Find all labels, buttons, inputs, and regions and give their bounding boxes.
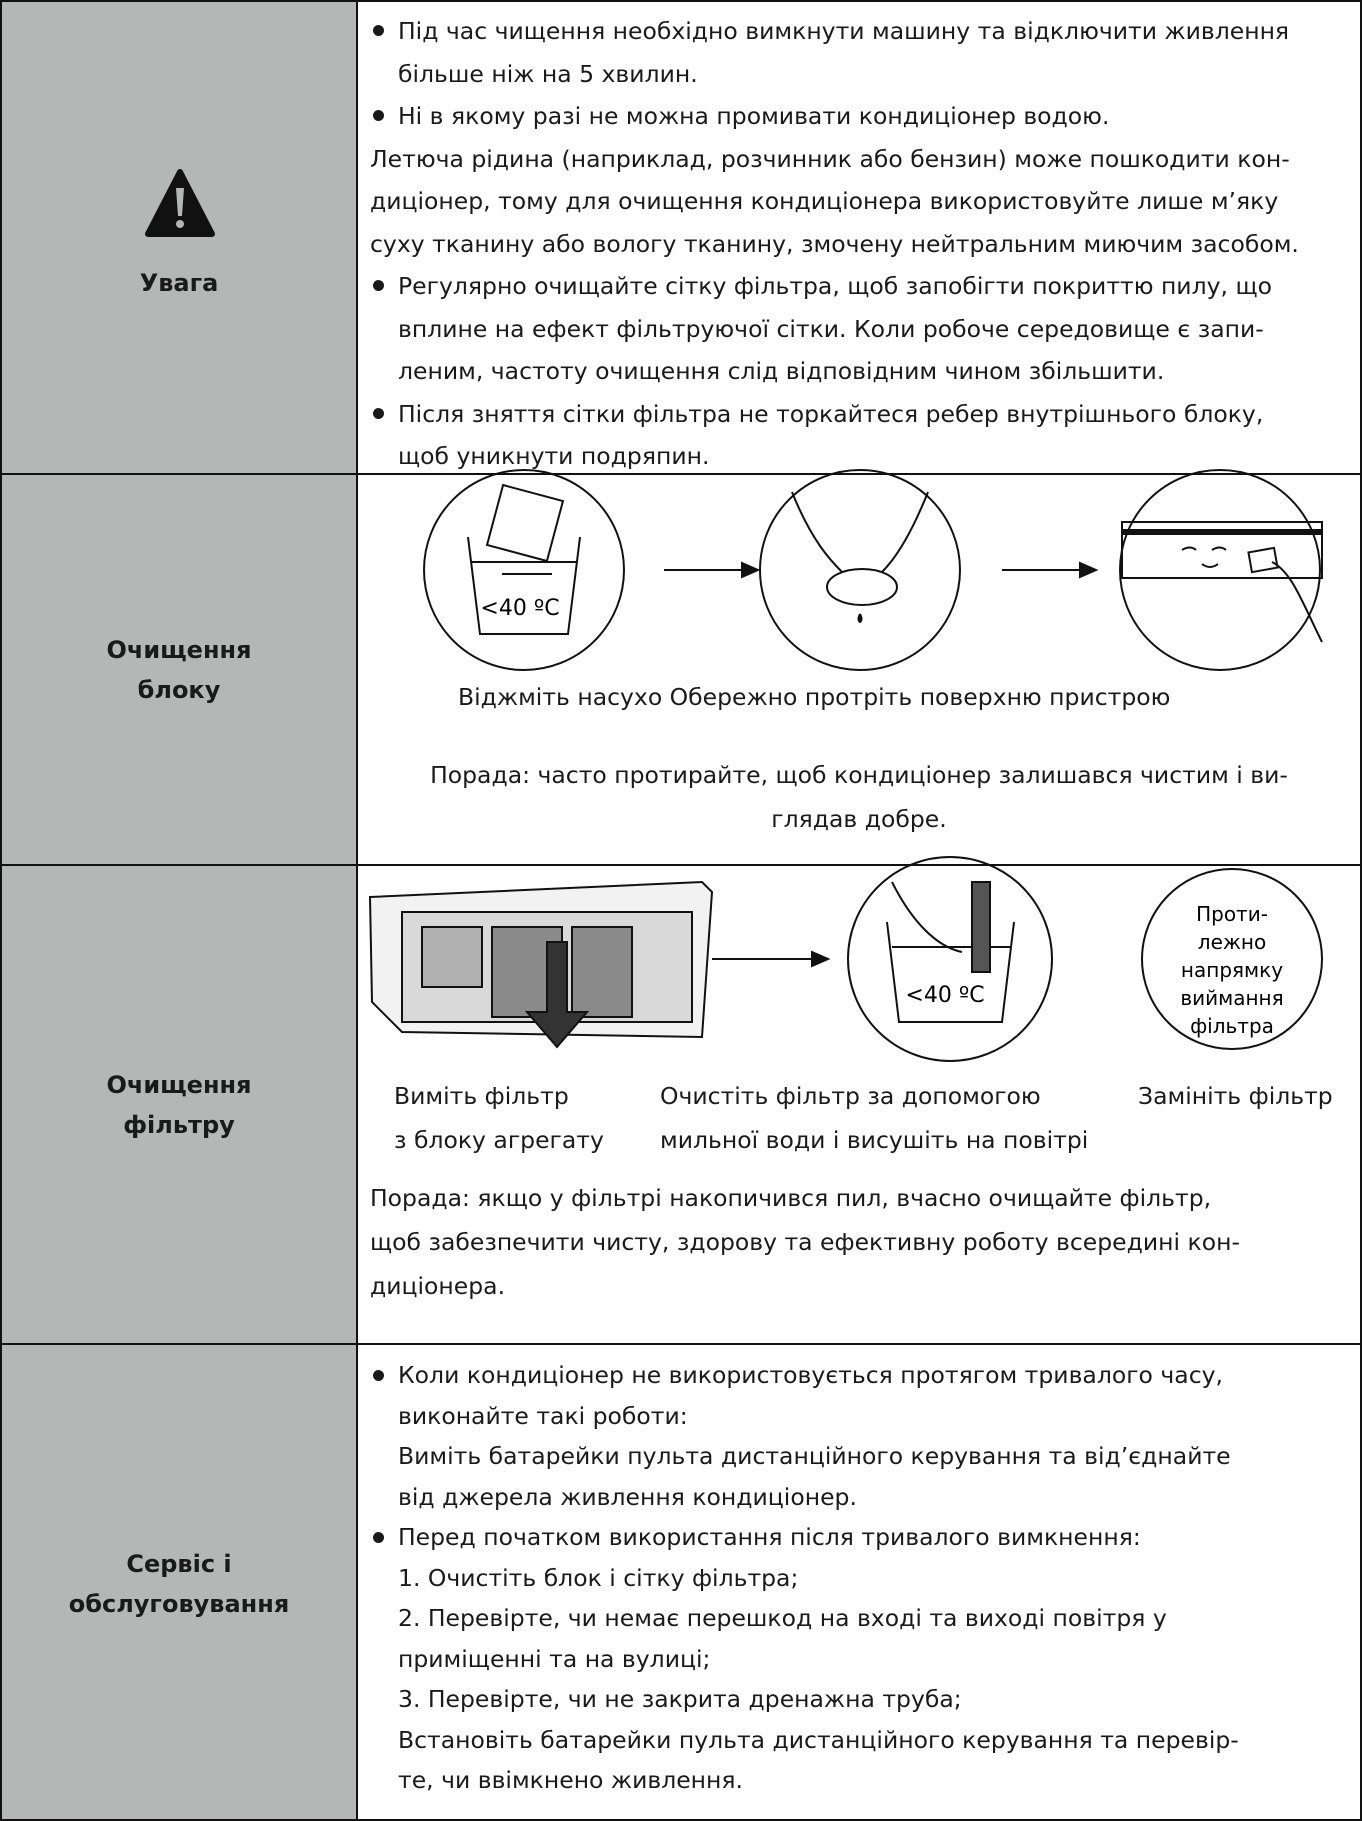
text-line: обслуговування	[68, 1590, 290, 1618]
text-line: Виміть фільтр	[394, 1082, 569, 1110]
text-line: Виміть батарейки пульта дистанційного ке…	[398, 1442, 1231, 1470]
warning-row: Увага Під час чищення необхідно вимкнути…	[2, 2, 1360, 475]
text-line: Очищення	[106, 1070, 252, 1099]
text-line: Під час чищення необхідно вимкнути машин…	[398, 17, 1290, 45]
text-line: Ні в якому разі не можна промивати конди…	[398, 102, 1110, 130]
text-line: від джерела живлення кондиціонер.	[398, 1482, 857, 1511]
filter-cleaning-row: Очищення фільтру Виміть фільтр з блоку агр…	[2, 866, 1360, 1345]
caption: Виміть фільтр з блоку агрегату	[394, 1074, 604, 1162]
text-line: Очищення	[106, 635, 252, 664]
bullet-item: Регулярно очищайте сітку фільтра, щоб за…	[370, 265, 1352, 393]
row-label: Сервіс і обслуговування	[2, 1345, 358, 1819]
text-line: Встановіть батарейки пульта дистанційног…	[398, 1725, 1239, 1754]
row-label: Очищення блоку	[2, 475, 358, 864]
row-label: Очищення фільтру	[2, 866, 358, 1343]
text-line: мильної води і висушіть на повітрі	[660, 1126, 1089, 1154]
text-line: щоб уникнути подряпин.	[398, 442, 710, 470]
caption: Віджміть насухо Обережно протріть поверх…	[458, 683, 1171, 711]
text-line: Увага	[139, 268, 219, 297]
text-line: леним, частоту очищення слід відповідним…	[398, 357, 1165, 385]
bullet-item: Після зняття сітки фільтра не торкайтеся…	[370, 393, 1352, 478]
row-content: Під час чищення необхідно вимкнути машин…	[358, 2, 1360, 473]
tip: Порада: часто протирайте, щоб кондиціоне…	[358, 753, 1360, 841]
text-line: суху тканину або вологу тканину, змочену…	[370, 229, 1299, 258]
text-line: приміщенні та на вулиці;	[398, 1644, 711, 1673]
caption: Замініть фільтр	[1138, 1074, 1333, 1118]
text-blocks: Коли кондиціонер не використовується про…	[370, 1355, 1352, 1801]
text-blocks: Під час чищення необхідно вимкнути машин…	[370, 10, 1352, 478]
text-line: Сервіс і	[126, 1550, 232, 1578]
text-line: диціонера.	[370, 1272, 506, 1300]
text-line: виконайте такі роботи:	[398, 1401, 688, 1430]
row-content: Коли кондиціонер не використовується про…	[358, 1345, 1360, 1819]
text-line: щоб забезпечити чисту, здорову та ефекти…	[370, 1228, 1240, 1256]
tip: Порада: якщо у фільтрі накопичився пил, …	[370, 1176, 1240, 1308]
text-line: те, чи ввімкнено живлення.	[398, 1766, 744, 1794]
text-line: 3. Перевірте, чи не закрита дренажна тру…	[398, 1685, 962, 1713]
text-line: фільтру	[123, 1110, 235, 1139]
bullet-item: Коли кондиціонер не використовується про…	[370, 1355, 1352, 1517]
text-line: Перед початком використання після тривал…	[398, 1523, 1141, 1551]
text-line: Після зняття сітки фільтра не торкайтеся…	[398, 399, 1264, 428]
text-line: Порада: часто протирайте, щоб кондиціоне…	[430, 761, 1288, 789]
row-content: Виміть фільтр з блоку агрегату Очистіть ф…	[358, 866, 1360, 1343]
text-line: 2. Перевірте, чи немає перешкод на вході…	[398, 1604, 1167, 1632]
unit-cleaning-row: Очищення блоку Віджміть насухо Обережно п…	[2, 475, 1360, 866]
bullet-item: Перед початком використання після тривал…	[370, 1517, 1352, 1801]
bullet-item: Під час чищення необхідно вимкнути машин…	[370, 10, 1352, 95]
text-line: Летюча рідина (наприклад, розчинник або …	[370, 144, 1290, 173]
text-line: блоку	[137, 675, 221, 704]
text-line: диціонер, тому для очищення кондиціонера…	[370, 187, 1279, 215]
paragraph: Летюча рідина (наприклад, розчинник або …	[370, 138, 1352, 266]
text-line: Порада: якщо у фільтрі накопичився пил, …	[370, 1184, 1212, 1212]
text-line: Регулярно очищайте сітку фільтра, щоб за…	[398, 272, 1272, 300]
bullet-item: Ні в якому разі не можна промивати конди…	[370, 95, 1352, 138]
text-line: 1. Очистіть блок і сітку фільтра;	[398, 1563, 799, 1592]
text-line: з блоку агрегату	[394, 1126, 604, 1154]
text-line: Коли кондиціонер не використовується про…	[398, 1361, 1223, 1389]
text-line: Замініть фільтр	[1138, 1082, 1333, 1110]
text-line: більше ніж на 5 хвилин.	[398, 59, 698, 88]
text-line: глядав добре.	[771, 805, 947, 833]
text-line: Очистіть фільтр за допомогою	[660, 1082, 1041, 1110]
row-label: Увага	[2, 2, 358, 473]
text-line: вплине на ефект фільтруючої сітки. Коли …	[398, 314, 1264, 343]
caption: Очистіть фільтр за допомогою мильної води…	[660, 1074, 1088, 1162]
row-content: Віджміть насухо Обережно протріть поверх…	[358, 475, 1360, 864]
service-row: Сервіс і обслуговування Коли кондиціонер …	[2, 1345, 1360, 1819]
